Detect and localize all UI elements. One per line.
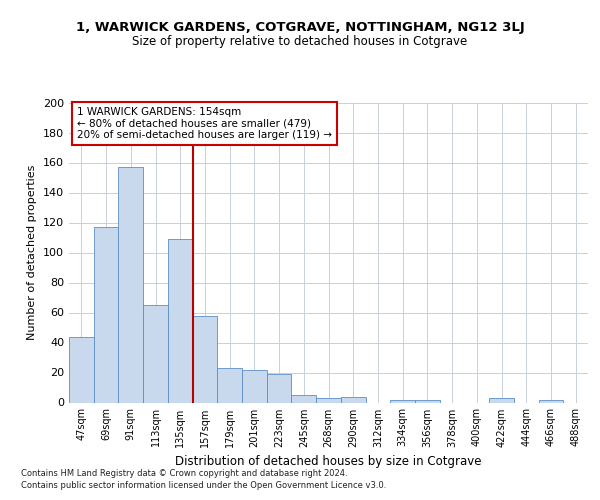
X-axis label: Distribution of detached houses by size in Cotgrave: Distribution of detached houses by size … bbox=[175, 455, 482, 468]
Bar bbox=[193, 316, 217, 402]
Bar bbox=[415, 400, 440, 402]
Bar bbox=[316, 398, 341, 402]
Bar bbox=[118, 167, 143, 402]
Bar bbox=[539, 400, 563, 402]
Bar bbox=[292, 395, 316, 402]
Text: 1, WARWICK GARDENS, COTGRAVE, NOTTINGHAM, NG12 3LJ: 1, WARWICK GARDENS, COTGRAVE, NOTTINGHAM… bbox=[76, 21, 524, 34]
Text: Contains public sector information licensed under the Open Government Licence v3: Contains public sector information licen… bbox=[21, 480, 386, 490]
Bar bbox=[217, 368, 242, 402]
Bar bbox=[168, 239, 193, 402]
Bar bbox=[489, 398, 514, 402]
Bar bbox=[143, 305, 168, 402]
Bar bbox=[69, 336, 94, 402]
Bar bbox=[267, 374, 292, 402]
Text: Size of property relative to detached houses in Cotgrave: Size of property relative to detached ho… bbox=[133, 34, 467, 48]
Text: 1 WARWICK GARDENS: 154sqm
← 80% of detached houses are smaller (479)
20% of semi: 1 WARWICK GARDENS: 154sqm ← 80% of detac… bbox=[77, 107, 332, 140]
Bar bbox=[94, 227, 118, 402]
Text: Contains HM Land Registry data © Crown copyright and database right 2024.: Contains HM Land Registry data © Crown c… bbox=[21, 470, 347, 478]
Bar bbox=[390, 400, 415, 402]
Bar bbox=[341, 396, 365, 402]
Bar bbox=[242, 370, 267, 402]
Y-axis label: Number of detached properties: Number of detached properties bbox=[28, 165, 37, 340]
